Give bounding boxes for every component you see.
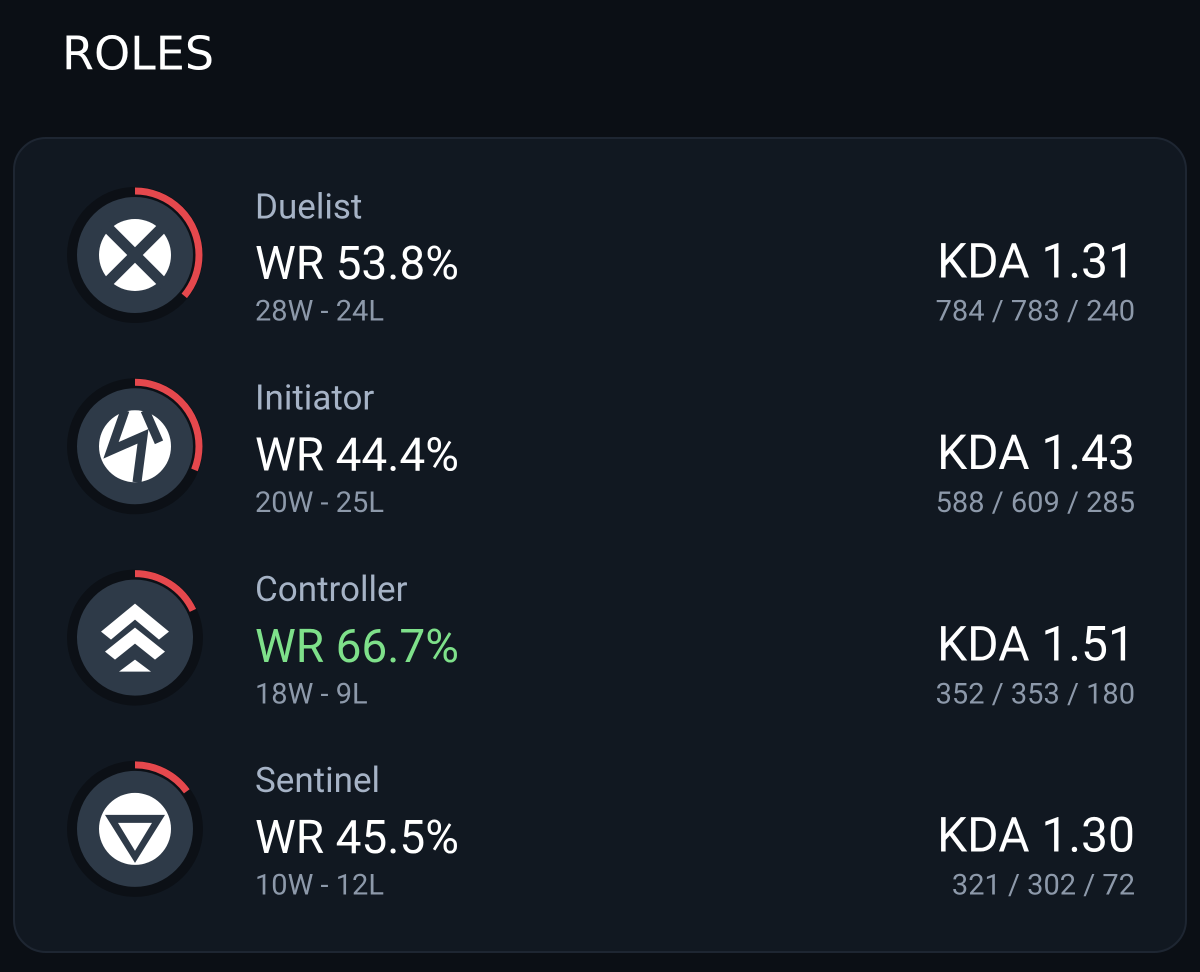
ring-share [67,761,203,897]
win-rate: WR 44.4% [255,428,459,482]
ring-share [67,187,203,323]
win-rate: WR 66.7% [255,620,459,674]
role-name: Sentinel [255,760,380,801]
record: 20W - 25L [255,486,384,520]
role-icon [99,410,171,482]
win-rate: WR 53.8% [255,237,459,291]
kda-stats: 321 / 302 / 72 [952,869,1135,903]
role-icon [99,219,171,291]
role-name: Initiator [255,378,374,419]
kda: KDA 1.51 [937,615,1135,672]
ring-share [67,378,203,514]
role-name: Controller [255,569,408,610]
kda: KDA 1.43 [937,424,1135,481]
kda-stats: 352 / 353 / 180 [936,677,1135,711]
ring-share [67,570,203,706]
role-row: Controller WR 66.7%18W - 9L KDA 1.51 352 / … [67,569,1135,711]
role-name: Duelist [255,186,362,227]
role-icon [99,792,171,865]
kda: KDA 1.31 [937,233,1135,290]
kda-stats: 784 / 783 / 240 [936,295,1135,329]
section-title: ROLES [62,27,214,81]
win-rate: WR 45.5% [255,811,459,865]
kda-stats: 588 / 609 / 285 [936,486,1135,520]
role-row: Duelist WR 53.8% 28W - 24L KDA 1.31 784 / 78… [67,186,1135,329]
role-row: Sentinel WR 45.5% 10W - 12L KDA 1.30 321 / 3… [67,760,1135,903]
roles-card [13,137,1187,953]
roles-list: Duelist WR 53.8% 28W - 24L KDA 1.31 784 / 78… [67,186,1135,903]
record: 28W - 24L [255,295,384,329]
kda: KDA 1.30 [937,807,1135,864]
role-row: Initiator WR 44.4% 20W - 25L KDA 1.43 588 / … [67,378,1135,520]
record: 10W - 12L [255,869,384,903]
record: 18W - 9L [255,677,368,711]
